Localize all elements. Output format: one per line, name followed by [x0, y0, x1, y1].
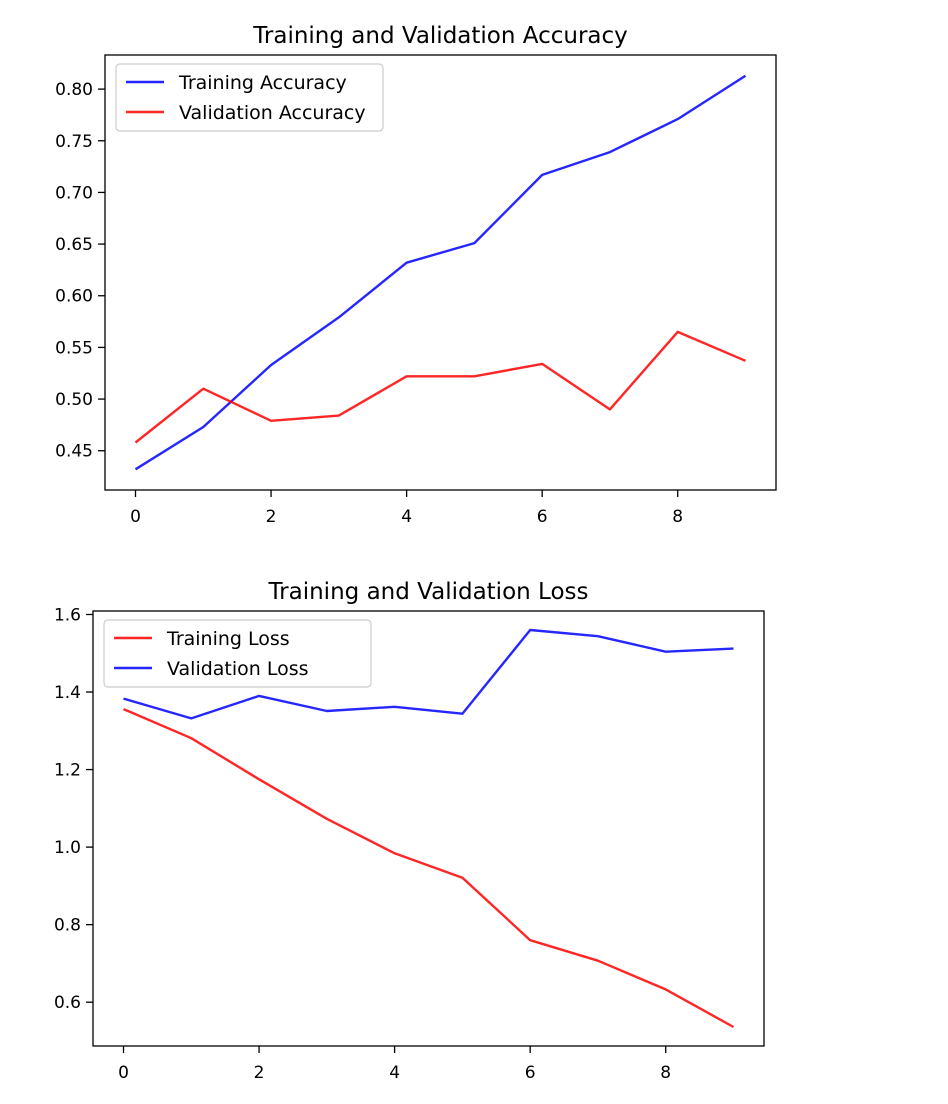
data-point [529, 939, 531, 941]
x-tick-label: 2 [266, 507, 277, 527]
data-point [541, 363, 543, 365]
y-tick-label: 0.60 [55, 287, 93, 307]
legend-label: Training Accuracy [178, 72, 347, 94]
data-point [732, 1026, 734, 1028]
y-tick-label: 1.6 [54, 605, 81, 625]
legend-label: Validation Loss [167, 658, 309, 680]
legend-label: Training Loss [166, 628, 290, 650]
series-line-1 [123, 707, 735, 1029]
data-point [326, 818, 328, 820]
y-tick-label: 0.8 [54, 916, 81, 936]
plot-frame [104, 54, 777, 491]
data-point [677, 118, 679, 120]
data-point [665, 988, 667, 990]
data-point [270, 420, 272, 422]
accuracy-chart: Training and Validation Accuracy 0 2 4 6 8 0.4… [55, 23, 777, 527]
x-tick-label: 6 [525, 1063, 536, 1083]
data-point [665, 651, 667, 653]
y-tick-label: 0.80 [55, 80, 93, 100]
x-tick-label: 6 [537, 507, 548, 527]
y-tick-label: 0.75 [55, 132, 93, 152]
data-point [134, 441, 136, 443]
x-tick-label: 8 [672, 507, 683, 527]
data-point [609, 151, 611, 153]
data-point [258, 695, 260, 697]
data-point [597, 635, 599, 637]
chart-title: Training and Validation Loss [268, 579, 589, 605]
data-point [405, 375, 407, 377]
series-line-1 [134, 74, 747, 471]
plot-frame [92, 610, 765, 1047]
data-point [202, 426, 204, 428]
legend-box [103, 619, 372, 688]
data-point [461, 877, 463, 879]
data-point [597, 960, 599, 962]
data-point [122, 708, 124, 710]
data-point [529, 629, 531, 631]
x-tick-label: 0 [118, 1063, 129, 1083]
data-point [270, 364, 272, 366]
data-point [744, 360, 746, 362]
data-point [190, 737, 192, 739]
data-point [732, 647, 734, 649]
series-line-2 [123, 628, 734, 720]
series-line-2 [134, 330, 746, 444]
data-point [541, 174, 543, 176]
data-point [190, 717, 192, 719]
data-point [473, 375, 475, 377]
x-tick-label: 0 [130, 507, 141, 527]
y-tick-label: 0.50 [55, 390, 93, 410]
chart-title: Training and Validation Accuracy [252, 23, 628, 49]
data-point [338, 414, 340, 416]
y-tick-label: 0.6 [54, 993, 81, 1013]
x-tick-label: 8 [660, 1063, 671, 1083]
data-point [134, 468, 136, 470]
data-point [405, 261, 407, 263]
data-point [202, 388, 204, 390]
loss-chart: Training and Validation Loss 0 2 4 6 8 0.6 0.8 1… [54, 579, 765, 1083]
data-point [677, 331, 679, 333]
data-point [461, 713, 463, 715]
data-point [744, 74, 746, 76]
y-tick-label: 0.55 [55, 338, 93, 358]
data-point [122, 697, 124, 699]
y-tick-label: 0.70 [55, 183, 93, 203]
y-tick-label: 1.0 [54, 838, 81, 858]
legend-label: Validation Accuracy [179, 102, 366, 124]
data-point [609, 408, 611, 410]
x-tick-label: 2 [254, 1063, 265, 1083]
data-point [258, 778, 260, 780]
data-point [338, 316, 340, 318]
y-tick-label: 0.45 [55, 442, 93, 462]
data-point [326, 710, 328, 712]
x-tick-label: 4 [389, 1063, 400, 1083]
data-point [393, 852, 395, 854]
data-point [473, 242, 475, 244]
data-point [393, 706, 395, 708]
y-tick-label: 1.4 [54, 683, 81, 703]
y-tick-label: 1.2 [54, 761, 81, 781]
y-tick-label: 0.65 [55, 235, 93, 255]
legend-box [115, 63, 384, 132]
x-tick-label: 4 [401, 507, 412, 527]
